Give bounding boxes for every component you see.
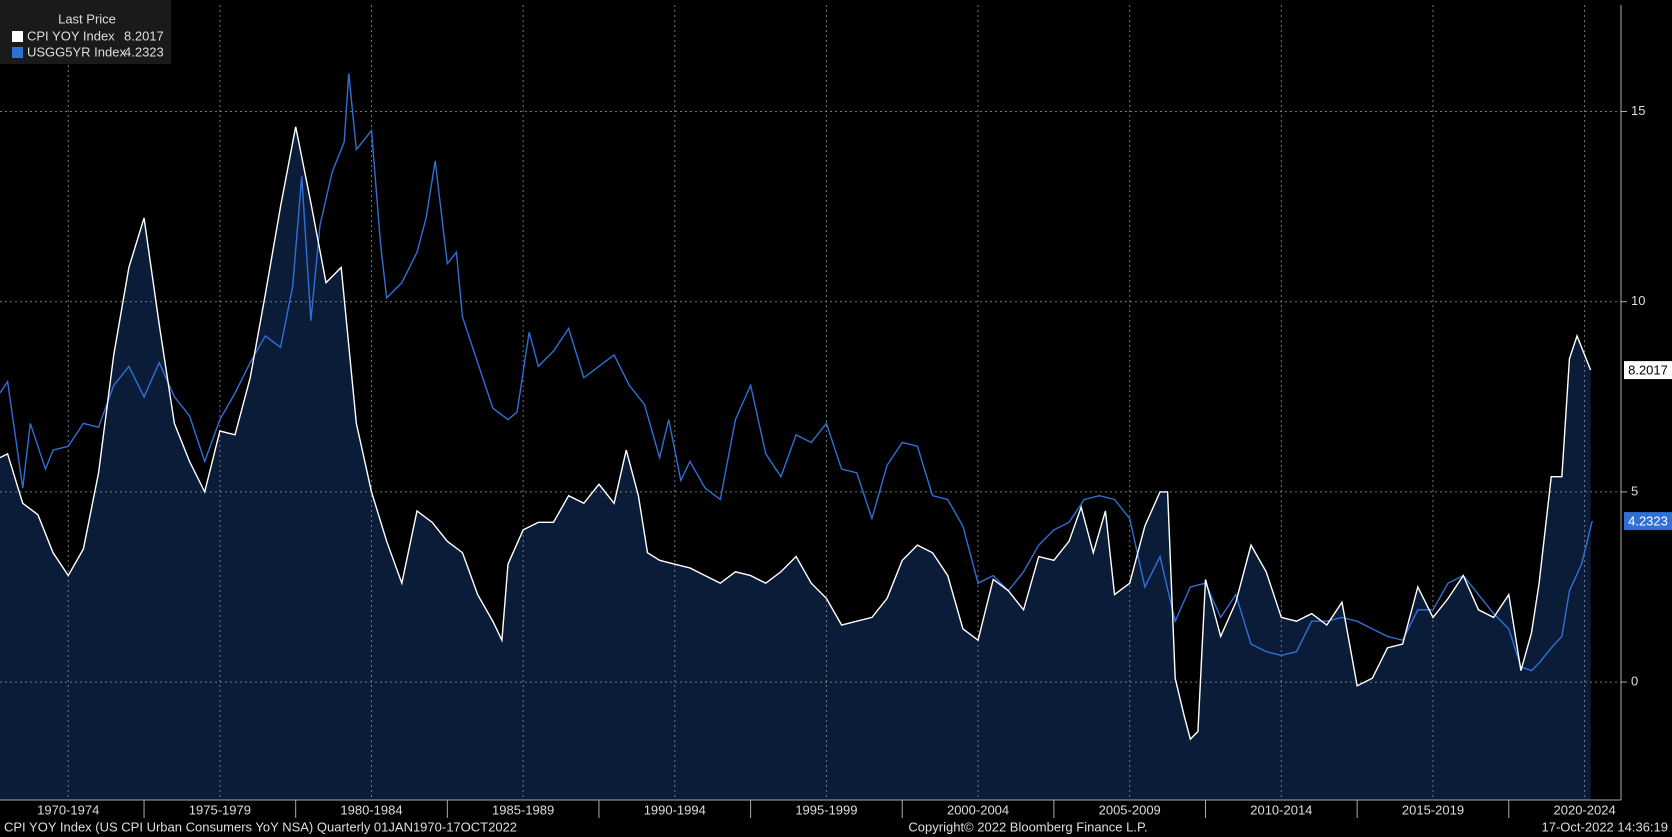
x-tick-label: 2000-2004	[947, 802, 1009, 817]
x-tick-label: 2010-2014	[1250, 802, 1312, 817]
x-tick-label: 1970-1974	[37, 802, 99, 817]
y-tick-label: 0	[1631, 674, 1638, 689]
series-line	[0, 126, 1592, 741]
x-tick-label: 1980-1984	[340, 802, 402, 817]
footer-description: CPI YOY Index (US CPI Urban Consumers Yo…	[4, 819, 517, 834]
y-tick-label: 5	[1631, 483, 1638, 498]
legend-value: 8.2017	[124, 28, 164, 43]
y-tick-label: 10	[1631, 293, 1645, 308]
area	[0, 126, 1591, 801]
x-tick-label: 1975-1979	[189, 802, 251, 817]
x-tick-label: 2015-2019	[1402, 802, 1464, 817]
x-tick-label: 2020-2024	[1554, 802, 1616, 817]
timestamp: 17-Oct-2022 14:36:19	[1542, 819, 1668, 834]
value-tag-label: 8.2017	[1628, 363, 1668, 378]
legend-title: Last Price	[58, 11, 116, 26]
series-line	[0, 73, 1593, 672]
legend-box	[0, 0, 171, 64]
x-tick-label: 2005-2009	[1099, 802, 1161, 817]
legend-swatch	[12, 31, 23, 42]
legend-swatch	[12, 47, 23, 58]
value-tag	[1624, 361, 1672, 380]
legend-value: 4.2323	[124, 44, 164, 59]
x-tick-label: 1990-1994	[644, 802, 706, 817]
y-tick-label: 15	[1631, 103, 1645, 118]
legend-label: USGG5YR Index	[27, 44, 126, 59]
copyright: Copyright© 2022 Bloomberg Finance L.P.	[908, 819, 1147, 834]
x-tick-label: 1985-1989	[492, 802, 554, 817]
legend-label: CPI YOY Index	[27, 28, 115, 43]
x-tick-label: 1995-1999	[795, 802, 857, 817]
value-tag-label: 4.2323	[1628, 514, 1668, 529]
value-tag	[1624, 512, 1672, 531]
plot-area	[0, 5, 1627, 818]
